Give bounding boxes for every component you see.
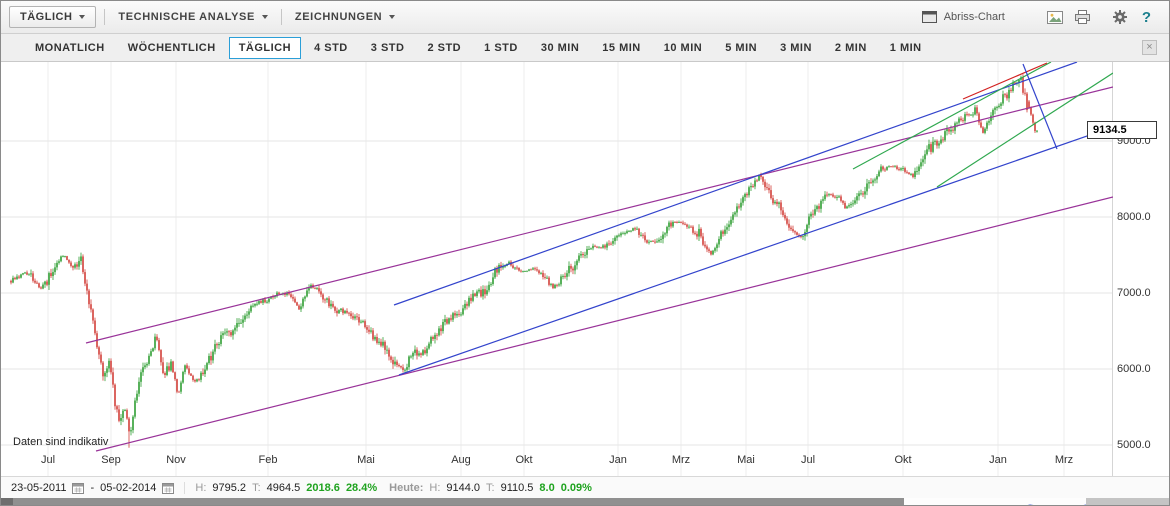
today-change-value: 8.0	[539, 481, 555, 494]
calendar-icon[interactable]	[162, 482, 175, 494]
time-axis-label: Jul	[800, 454, 816, 466]
status-bar: 23-05-2011 - 05-02-2014 H:	[1, 476, 1169, 498]
settings-gear-icon[interactable]	[1112, 9, 1128, 25]
time-axis-label: Jul	[40, 454, 56, 466]
timeframe-täglich[interactable]: TÄGLICH	[228, 36, 302, 59]
trendline-mid-channel-upper[interactable]	[393, 62, 1078, 306]
timeframe-monatlich[interactable]: MONATLICH	[35, 41, 105, 54]
disclaimer-text: Daten sind indikativ	[13, 436, 109, 448]
time-axis-label: Nov	[166, 454, 186, 466]
menu-drawings[interactable]: ZEICHNUNGEN	[282, 11, 408, 23]
today-change-percent: 0.09%	[560, 481, 592, 494]
menu-drawings-label: ZEICHNUNGEN	[294, 11, 383, 23]
timeframe-2-min[interactable]: 2 MIN	[834, 41, 867, 54]
timeframe-30-min[interactable]: 30 MIN	[540, 41, 580, 54]
time-axis-label: Aug	[451, 454, 471, 466]
trendline-mid-channel-lower[interactable]	[398, 126, 1113, 376]
time-axis-label: Mrz	[671, 454, 691, 466]
last-price-tag: 9134.5	[1087, 120, 1157, 139]
trendline-steep-support[interactable]	[852, 62, 1052, 170]
timeframe-dropdown[interactable]: TÄGLICH	[9, 6, 97, 28]
help-icon[interactable]: ?	[1141, 8, 1151, 26]
time-axis-label: Okt	[515, 454, 533, 466]
statusbar-divider	[184, 481, 186, 494]
chevron-down-icon	[261, 15, 268, 19]
time-axis-label: Mai	[357, 454, 375, 466]
toolbar-right-group: Abriss-Chart	[921, 8, 1161, 26]
candlestick-plot	[1, 62, 1113, 476]
trendline-long-channel-lower[interactable]	[95, 196, 1113, 452]
timeframe-4-std[interactable]: 4 STD	[314, 41, 348, 54]
trendline-long-channel-upper[interactable]	[85, 86, 1113, 344]
range-high-label: H:	[195, 481, 207, 494]
range-change-value: 2018.6	[306, 481, 340, 494]
navigator-left-cap	[1, 498, 13, 505]
chart-area[interactable]: 9000.0 8000.0 7000.0 6000.0 5000.0 Jul Sep Nov…	[1, 62, 1169, 476]
menu-technical-analysis-label: TECHNISCHE ANALYSE	[118, 11, 255, 23]
bottom-navigator-strip[interactable]	[1, 498, 1169, 505]
timeframe-bar: MONATLICH WÖCHENTLICH TÄGLICH 4 STD 3 STD 2 S…	[25, 36, 932, 59]
close-icon[interactable]: ×	[1142, 40, 1157, 55]
trendline-steep-channel[interactable]	[936, 72, 1113, 188]
today-low-label: T:	[486, 481, 495, 494]
time-axis-label: Jan	[609, 454, 627, 466]
price-axis-label: 5000.0	[1117, 439, 1151, 451]
toolbar-divider	[104, 9, 106, 25]
range-change-percent: 28.4%	[345, 481, 378, 494]
trendline-breakdown-line[interactable]	[1022, 63, 1058, 150]
timeframe-15-min[interactable]: 15 MIN	[602, 41, 641, 54]
date-to: 05-02-2014	[100, 481, 157, 494]
abriss-chart-label: Abriss-Chart	[943, 11, 1005, 23]
time-axis-label: Okt	[894, 454, 912, 466]
trendline-wedge-resistance[interactable]	[962, 62, 1048, 100]
calendar-icon[interactable]	[72, 482, 85, 494]
price-axis-label: 7000.0	[1117, 287, 1151, 299]
toolbar-divider	[280, 9, 282, 25]
time-axis-label: Feb	[258, 454, 278, 466]
timeframe-10-min[interactable]: 10 MIN	[663, 41, 703, 54]
range-low-label: T:	[252, 481, 261, 494]
print-icon[interactable]	[1074, 10, 1090, 24]
time-axis-label: Mai	[737, 454, 755, 466]
abriss-chart-button[interactable]: Abriss-Chart	[921, 11, 1005, 23]
navigator-preview	[904, 498, 1086, 505]
timeframe-dropdown-label: TÄGLICH	[20, 11, 73, 23]
image-export-icon[interactable]	[1046, 10, 1063, 24]
timeframe-wöchentlich[interactable]: WÖCHENTLICH	[127, 41, 216, 54]
timeframe-3-min[interactable]: 3 MIN	[780, 41, 812, 54]
date-from: 23-05-2011	[11, 481, 67, 494]
range-low-value: 4964.5	[266, 481, 301, 494]
timeframe-toolbar: MONATLICH WÖCHENTLICH TÄGLICH 4 STD 3 STD 2 S…	[1, 34, 1169, 62]
detach-window-icon	[921, 11, 937, 23]
timeframe-1-std[interactable]: 1 STD	[484, 41, 518, 54]
chevron-down-icon	[79, 15, 86, 19]
chevron-down-icon	[389, 15, 396, 19]
timeframe-5-min[interactable]: 5 MIN	[725, 41, 758, 54]
timeframe-3-std[interactable]: 3 STD	[370, 41, 405, 54]
timeframe-2-std[interactable]: 2 STD	[427, 41, 462, 54]
time-axis-label: Jan	[989, 454, 1007, 466]
range-high-value: 9795.2	[212, 481, 247, 494]
today-label: Heute:	[389, 481, 424, 494]
top-toolbar: TÄGLICH TECHNISCHE ANALYSE ZEICHNUNGEN A…	[1, 1, 1169, 34]
price-axis-label: 8000.0	[1117, 211, 1151, 223]
today-low-value: 9110.5	[500, 481, 534, 494]
navigator-right-cap	[1086, 498, 1169, 505]
menu-technical-analysis[interactable]: TECHNISCHE ANALYSE	[105, 11, 281, 23]
today-high-label: H:	[429, 481, 441, 494]
price-axis-label: 6000.0	[1117, 363, 1151, 375]
timeframe-1-min[interactable]: 1 MIN	[889, 41, 922, 54]
today-high-value: 9144.0	[446, 481, 481, 494]
time-axis-label: Mrz	[1054, 454, 1074, 466]
time-axis-label: Sep	[101, 454, 121, 466]
date-range-separator: -	[90, 481, 95, 494]
